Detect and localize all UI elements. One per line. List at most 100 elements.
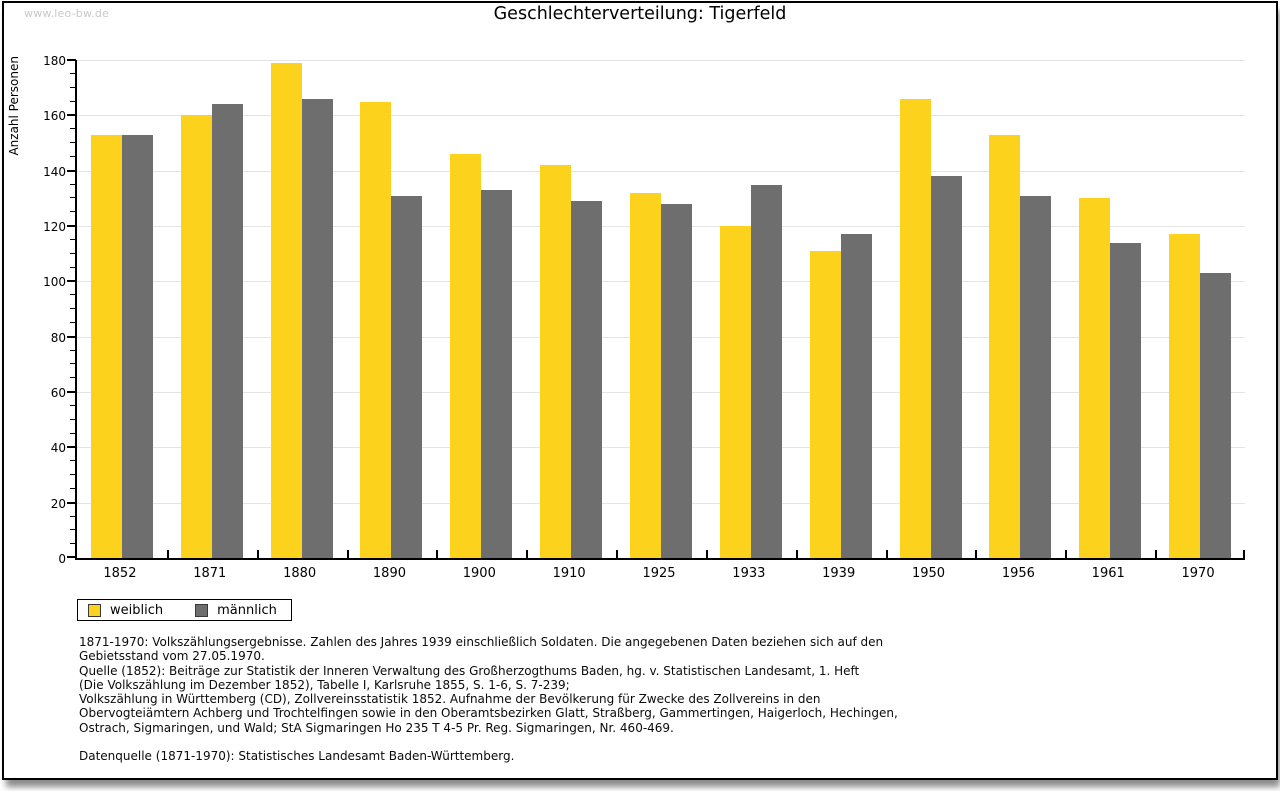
x-axis-tick-labels: 1852 1871 1880 1890 1900 1910 1925 1933 1939 1950… <box>75 566 1245 584</box>
bar-weiblich-1852 <box>90 134 122 558</box>
legend-item-weiblich: weiblich <box>88 603 163 618</box>
x-boundary-tick <box>706 550 708 558</box>
x-boundary-tick <box>167 550 169 558</box>
y-minor-tick <box>70 100 75 102</box>
source-note-line: Gebietsstand vom 27.05.1970. <box>79 649 265 664</box>
bar-weiblich-1950 <box>899 98 931 558</box>
x-tick-label: 1939 <box>822 566 856 581</box>
source-note-line: Quelle (1852): Beiträge zur Statistik de… <box>79 663 860 678</box>
y-minor-tick <box>70 474 75 475</box>
y-tick-label: 160 <box>43 109 66 124</box>
x-boundary-tick <box>886 550 888 558</box>
x-boundary-tick <box>526 550 528 558</box>
source-lines: 1871-1970: Volkszählungsergebnisse. Zahl… <box>79 635 1219 735</box>
y-major-tick <box>67 59 76 61</box>
y-minor-tick <box>70 142 75 143</box>
y-minor-tick <box>70 321 75 323</box>
x-boundary-tick <box>1243 550 1245 558</box>
y-minor-tick <box>70 349 75 351</box>
x-tick-label: 1950 <box>911 566 946 581</box>
y-major-tick <box>67 114 76 117</box>
y-tick-label: 120 <box>43 220 66 234</box>
bar-männlich-1925 <box>661 203 692 558</box>
x-tick-label: 1871 <box>193 566 227 581</box>
source-notes: 1871-1970: Volkszählungsergebnisse. Zahl… <box>79 635 1219 764</box>
source-notes-spacer <box>79 735 1219 749</box>
y-minor-tick <box>70 128 75 130</box>
y-minor-tick <box>70 86 75 88</box>
y-minor-tick <box>70 155 75 157</box>
x-tick-label: 1970 <box>1181 566 1215 581</box>
bar-männlich-1956 <box>1020 195 1052 558</box>
y-minor-tick <box>70 529 75 531</box>
bar-männlich-1852 <box>121 134 153 558</box>
bar-männlich-1880 <box>301 98 333 558</box>
gridline <box>77 60 1245 61</box>
legend-swatch-maennlich-icon <box>195 603 209 617</box>
bar-weiblich-1939 <box>809 250 841 558</box>
y-minor-tick <box>70 238 75 240</box>
y-tick-label: 180 <box>43 54 66 68</box>
bar-weiblich-1956 <box>989 134 1021 558</box>
x-tick-label: 1900 <box>462 566 496 581</box>
x-tick-label: 1890 <box>372 566 406 581</box>
bar-männlich-1970 <box>1200 273 1232 558</box>
bar-männlich-1910 <box>571 201 603 558</box>
y-major-tick <box>67 169 76 172</box>
y-minor-tick <box>70 460 75 462</box>
y-major-tick <box>67 225 76 227</box>
gridline <box>77 170 1245 172</box>
bar-männlich-1871 <box>211 104 243 558</box>
bar-weiblich-1871 <box>180 115 212 558</box>
legend-label-maennlich: männlich <box>217 602 277 618</box>
bar-männlich-1933 <box>750 184 782 558</box>
y-minor-tick <box>70 543 75 545</box>
plot-area <box>67 59 1245 560</box>
bar-weiblich-1890 <box>360 101 392 558</box>
x-boundary-tick <box>616 550 618 558</box>
y-tick-label: 20 <box>50 496 66 511</box>
y-minor-tick <box>70 487 75 489</box>
y-major-tick <box>67 446 76 449</box>
x-tick-label: 1880 <box>283 566 317 581</box>
source-note-line: Volkszählung in Württemberg (CD), Zollve… <box>79 692 821 707</box>
y-minor-tick <box>70 363 75 365</box>
x-boundary-tick <box>1065 550 1067 558</box>
x-boundary-tick <box>347 550 349 558</box>
source-note-line: Ostrach, Sigmaringen, und Wald; StA Sigm… <box>79 720 674 735</box>
y-major-tick <box>67 335 76 338</box>
watermark: www.leo-bw.de <box>24 7 110 20</box>
x-boundary-tick <box>257 550 259 558</box>
y-major-tick <box>67 501 76 504</box>
y-minor-tick <box>70 183 75 185</box>
y-axis-tick-labels: 0 20 40 60 80 100 120 140 160 180 <box>0 0 66 600</box>
x-tick-label: 1956 <box>1001 566 1035 581</box>
y-minor-tick <box>70 418 75 420</box>
datasource-note: Datenquelle (1871-1970): Statistisches L… <box>79 749 515 764</box>
x-tick-label: 1910 <box>552 566 586 581</box>
legend: weiblich männlich <box>77 599 292 621</box>
x-tick-label: 1852 <box>103 566 137 581</box>
bar-weiblich-1961 <box>1079 198 1111 558</box>
legend-item-maennlich: männlich <box>195 603 277 618</box>
y-minor-tick <box>70 211 75 213</box>
bar-weiblich-1880 <box>270 62 302 558</box>
x-boundary-tick <box>796 550 798 558</box>
bar-weiblich-1910 <box>540 165 572 558</box>
y-minor-tick <box>70 72 75 74</box>
plot-inner <box>67 59 1245 558</box>
source-note-line: 1871-1970: Volkszählungsergebnisse. Zahl… <box>79 635 884 649</box>
source-note-line: (Die Volkszählung im Dezember 1852), Tab… <box>79 677 570 692</box>
x-boundary-tick <box>975 550 977 558</box>
y-minor-tick <box>70 377 75 379</box>
y-minor-tick <box>70 308 75 309</box>
x-boundary-tick <box>1155 550 1157 558</box>
bar-männlich-1890 <box>391 195 423 558</box>
chart-title: Geschlechterverteilung: Tigerfeld <box>493 4 787 24</box>
source-note-line: Obervogteiämtern Achberg und Trochtelfin… <box>79 706 898 721</box>
bar-weiblich-1970 <box>1169 234 1201 558</box>
x-tick-label: 1925 <box>642 566 676 581</box>
y-major-tick <box>67 280 76 283</box>
legend-label-weiblich: weiblich <box>110 602 164 618</box>
y-minor-tick <box>70 404 75 406</box>
